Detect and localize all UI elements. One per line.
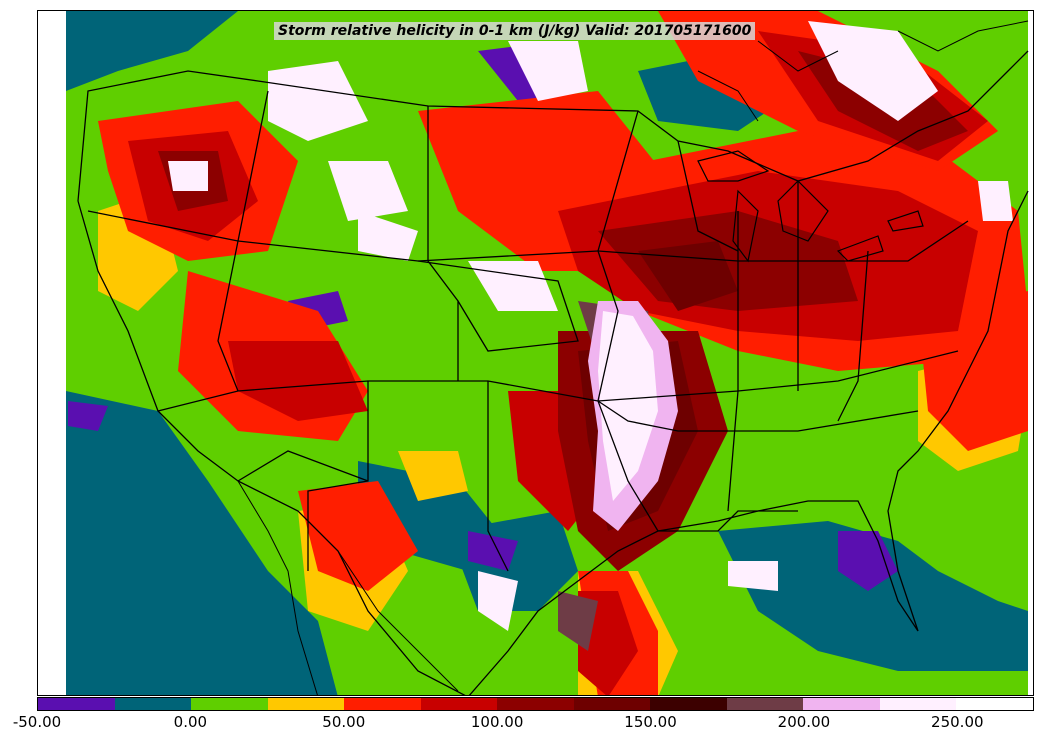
colorbar-tick-label: 150.00 (624, 713, 677, 731)
colorbar-segment (267, 698, 345, 710)
colorbar-segment (114, 698, 192, 710)
helicity-map (38, 11, 1029, 695)
map-title: Storm relative helicity in 0-1 km (J/kg)… (274, 22, 756, 40)
colorbar-segment (650, 698, 727, 710)
colorbar-segment (191, 698, 268, 710)
helicity-field (66, 11, 1028, 695)
colorbar-segment (726, 698, 804, 710)
colorbar-segment (956, 698, 1033, 710)
colorbar-tick-label: 250.00 (931, 713, 984, 731)
colorbar-segment (497, 698, 574, 710)
great-lakes (697, 150, 924, 263)
colorbar-ticks: -50.00 0.00 50.00 100.00 150.00 200.00 250.00 (0, 713, 1044, 743)
colorbar-segment (420, 698, 498, 710)
country-borders (237, 20, 1029, 695)
colorbar-tick-label: 100.00 (470, 713, 524, 731)
colorbar-tick-label: 0.00 (173, 713, 208, 731)
colorbar-segment (344, 698, 421, 710)
colorbar-tick-label: -50.00 (12, 713, 62, 731)
colorbar-segment (803, 698, 880, 710)
colorbar-tick-label: 200.00 (777, 713, 831, 731)
colorbar-segment (879, 698, 957, 710)
colorbar-tick-label: 50.00 (322, 713, 366, 731)
colorbar (37, 697, 1034, 711)
map-panel: Storm relative helicity in 0-1 km (J/kg)… (37, 10, 1034, 696)
colorbar-segment (573, 698, 651, 710)
colorbar-segment (38, 698, 115, 710)
